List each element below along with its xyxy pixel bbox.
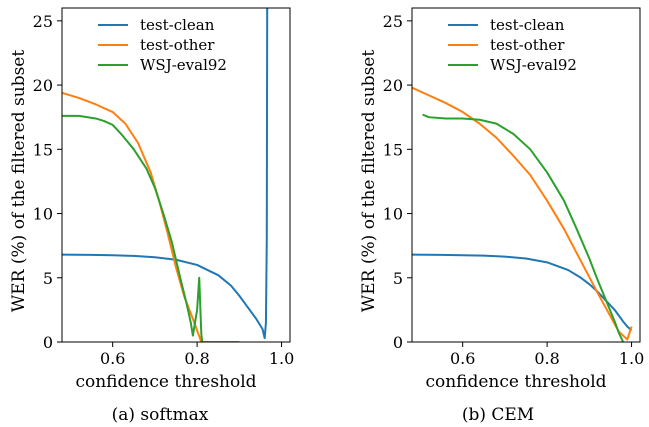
series-line-wsj-eval92 xyxy=(62,114,204,342)
chart-panel-2: 0 5 10 15 20 25 0.6 0.8 1.0 confidence threshold W… xyxy=(359,7,644,425)
series-line-wsj-eval92 xyxy=(422,113,625,342)
y-axis-label: WER (%) of the filtered subset xyxy=(359,50,379,313)
legend: test-clean test-other WSJ-eval92 xyxy=(448,16,577,74)
series-line-test-clean xyxy=(62,8,269,340)
axes-frame xyxy=(411,7,641,343)
legend-label: WSJ-eval92 xyxy=(140,56,227,74)
legend-label: test-other xyxy=(490,36,565,54)
legend-label: test-clean xyxy=(490,16,565,34)
x-tick-label: 0.6 xyxy=(450,349,475,368)
y-tick-label: 25 xyxy=(383,12,403,31)
legend-label: test-clean xyxy=(140,16,215,34)
y-tick-label: 15 xyxy=(33,140,53,159)
series-line-test-other xyxy=(412,86,633,341)
axes-frame xyxy=(61,7,291,343)
x-tick-label: 0.8 xyxy=(534,349,559,368)
legend-label: test-other xyxy=(140,36,215,54)
legend: test-clean test-other WSJ-eval92 xyxy=(98,16,227,74)
series-line-test-clean xyxy=(412,253,633,332)
y-tick-label: 5 xyxy=(393,269,403,288)
series-group xyxy=(62,8,269,342)
y-tick-label: 10 xyxy=(383,205,403,224)
chart-panel-1: 0 5 10 15 20 25 0.6 0.8 1.0 confidence threshold W… xyxy=(9,7,294,425)
x-tick-label: 1.0 xyxy=(619,349,644,368)
x-tick-label: 1.0 xyxy=(269,349,294,368)
legend-label: WSJ-eval92 xyxy=(490,56,577,74)
y-tick-label: 15 xyxy=(383,140,403,159)
x-tick-label: 0.6 xyxy=(100,349,125,368)
x-tick-label: 0.8 xyxy=(184,349,209,368)
subfigure-caption: (a) softmax xyxy=(112,405,209,425)
x-axis-label: confidence threshold xyxy=(75,372,256,392)
y-tick-label: 25 xyxy=(33,12,53,31)
series-line-test-other xyxy=(62,91,240,342)
y-tick-label: 0 xyxy=(43,333,53,352)
y-tick-label: 10 xyxy=(33,205,53,224)
y-tick-label: 20 xyxy=(33,76,53,95)
subfigure-caption: (b) CEM xyxy=(462,405,534,425)
y-tick-label: 0 xyxy=(393,333,403,352)
y-tick-label: 20 xyxy=(383,76,403,95)
x-axis-label: confidence threshold xyxy=(425,372,606,392)
series-group xyxy=(412,86,633,342)
y-axis-label: WER (%) of the filtered subset xyxy=(9,50,29,313)
y-tick-label: 5 xyxy=(43,269,53,288)
